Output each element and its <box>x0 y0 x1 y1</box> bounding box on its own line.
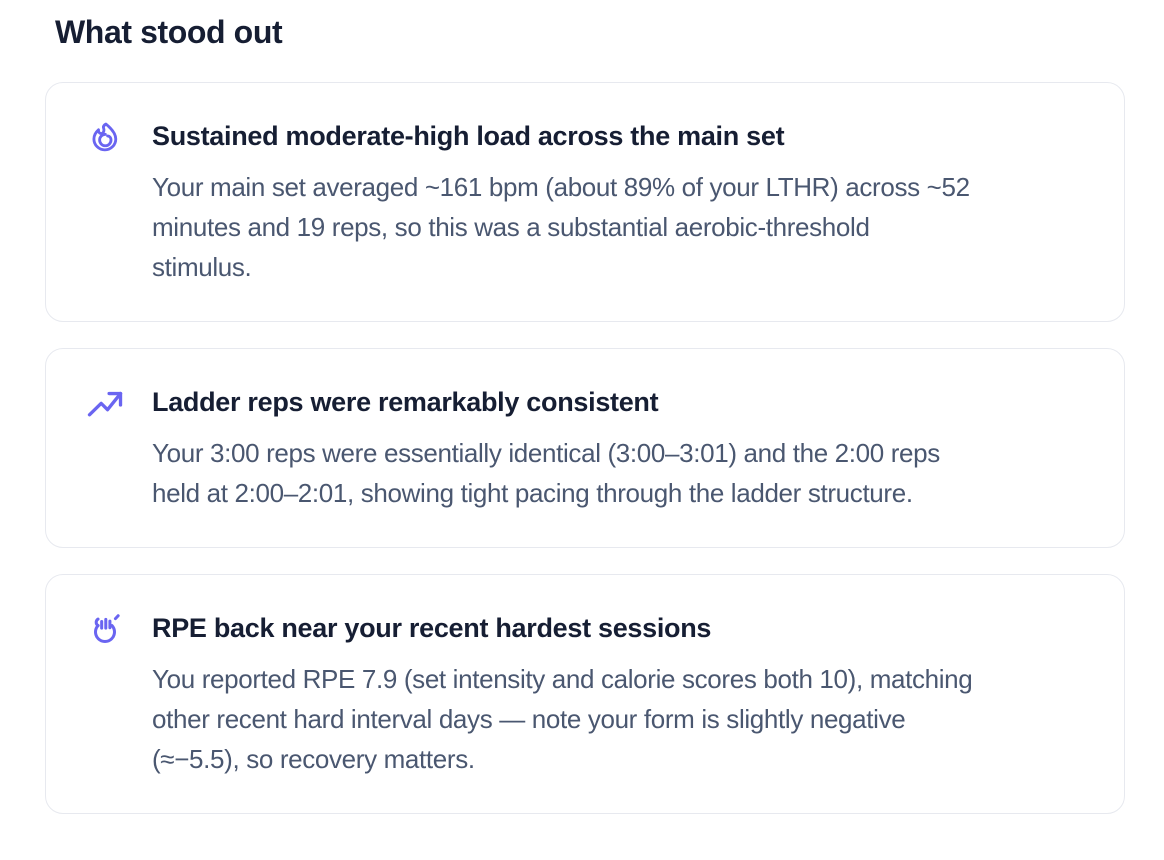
insight-card-body: Your 3:00 reps were essentially identica… <box>152 438 940 508</box>
insight-card-title: Ladder reps were remarkably consistent <box>152 387 659 417</box>
insight-card-title: RPE back near your recent hardest sessio… <box>152 613 712 643</box>
insight-card-consistency: Ladder reps were remarkably consistent Y… <box>45 348 1125 548</box>
insight-card-content: Ladder reps were remarkably consistent Y… <box>152 383 1084 513</box>
insight-card-rpe: RPE back near your recent hardest sessio… <box>45 574 1125 814</box>
trending-up-icon <box>86 383 126 423</box>
insight-card-content: Sustained moderate-high load across the … <box>152 117 1084 287</box>
insight-card-body: You reported RPE 7.9 (set intensity and … <box>152 664 973 774</box>
insight-card-title: Sustained moderate-high load across the … <box>152 121 785 151</box>
flame-swirl-icon <box>86 117 126 157</box>
insight-card-body: Your main set averaged ~161 bpm (about 8… <box>152 172 970 282</box>
insight-card-content: RPE back near your recent hardest sessio… <box>152 609 1084 779</box>
section-title: What stood out <box>55 14 283 50</box>
effort-hand-spark-icon <box>86 609 126 649</box>
insight-card-load: Sustained moderate-high load across the … <box>45 82 1125 322</box>
